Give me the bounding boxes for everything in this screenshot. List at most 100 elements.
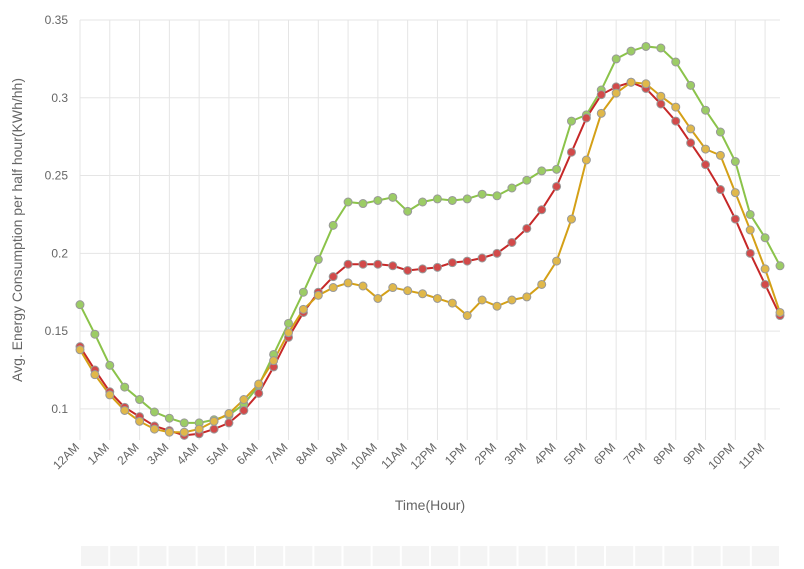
- series-marker-green: [776, 262, 784, 270]
- series-marker-yellow: [255, 380, 263, 388]
- series-marker-green: [627, 47, 635, 55]
- series-marker-green: [612, 55, 620, 63]
- series-marker-yellow: [374, 294, 382, 302]
- series-marker-red: [567, 148, 575, 156]
- series-marker-red: [582, 114, 590, 122]
- series-marker-yellow: [538, 280, 546, 288]
- series-marker-yellow: [642, 80, 650, 88]
- series-marker-yellow: [91, 371, 99, 379]
- series-marker-yellow: [180, 428, 188, 436]
- series-marker-red: [716, 186, 724, 194]
- series-marker-green: [716, 128, 724, 136]
- series-marker-green: [76, 301, 84, 309]
- series-marker-green: [702, 106, 710, 114]
- series-marker-green: [121, 383, 129, 391]
- series-marker-yellow: [687, 125, 695, 133]
- series-marker-yellow: [672, 103, 680, 111]
- series-marker-green: [478, 190, 486, 198]
- series-marker-red: [597, 91, 605, 99]
- series-marker-green: [404, 207, 412, 215]
- series-marker-red: [359, 260, 367, 268]
- series-marker-green: [657, 44, 665, 52]
- series-marker-red: [240, 406, 248, 414]
- series-marker-green: [523, 176, 531, 184]
- series-marker-yellow: [270, 357, 278, 365]
- series-marker-red: [553, 182, 561, 190]
- series-marker-red: [463, 257, 471, 265]
- series-marker-red: [404, 266, 412, 274]
- series-marker-yellow: [657, 92, 665, 100]
- series-marker-green: [746, 210, 754, 218]
- series-marker-yellow: [582, 156, 590, 164]
- series-marker-green: [508, 184, 516, 192]
- energy-chart: 0.10.150.20.250.30.3512AM1AM2AM3AM4AM5AM…: [0, 0, 804, 569]
- series-marker-yellow: [776, 308, 784, 316]
- series-marker-green: [285, 319, 293, 327]
- series-marker-yellow: [285, 329, 293, 337]
- y-tick-label: 0.1: [51, 402, 68, 416]
- series-marker-green: [672, 58, 680, 66]
- series-marker-red: [508, 238, 516, 246]
- series-marker-yellow: [627, 78, 635, 86]
- series-marker-yellow: [716, 151, 724, 159]
- y-axis-label: Avg. Energy Consumption per half hour(KW…: [9, 78, 25, 382]
- series-marker-red: [344, 260, 352, 268]
- series-marker-red: [329, 273, 337, 281]
- series-marker-green: [314, 256, 322, 264]
- series-marker-green: [389, 193, 397, 201]
- series-marker-red: [746, 249, 754, 257]
- series-marker-yellow: [240, 396, 248, 404]
- series-marker-green: [731, 158, 739, 166]
- series-marker-red: [493, 249, 501, 257]
- series-marker-green: [374, 196, 382, 204]
- series-marker-yellow: [225, 410, 233, 418]
- y-tick-label: 0.2: [51, 246, 68, 260]
- series-marker-yellow: [567, 215, 575, 223]
- series-marker-yellow: [150, 425, 158, 433]
- x-axis-label: Time(Hour): [395, 497, 465, 513]
- series-marker-green: [433, 195, 441, 203]
- series-marker-red: [448, 259, 456, 267]
- series-marker-yellow: [463, 312, 471, 320]
- series-marker-green: [642, 42, 650, 50]
- series-marker-green: [359, 200, 367, 208]
- series-marker-green: [136, 396, 144, 404]
- series-marker-red: [657, 100, 665, 108]
- series-marker-yellow: [746, 226, 754, 234]
- series-marker-yellow: [404, 287, 412, 295]
- series-marker-green: [567, 117, 575, 125]
- series-marker-green: [493, 192, 501, 200]
- series-marker-green: [180, 419, 188, 427]
- series-marker-red: [210, 425, 218, 433]
- series-marker-red: [672, 117, 680, 125]
- series-marker-yellow: [314, 291, 322, 299]
- series-marker-green: [538, 167, 546, 175]
- series-marker-green: [165, 414, 173, 422]
- y-tick-label: 0.3: [51, 91, 68, 105]
- series-marker-green: [761, 234, 769, 242]
- series-marker-yellow: [299, 305, 307, 313]
- series-marker-yellow: [478, 296, 486, 304]
- series-marker-red: [225, 419, 233, 427]
- series-marker-yellow: [612, 89, 620, 97]
- series-marker-yellow: [121, 406, 129, 414]
- series-marker-red: [731, 215, 739, 223]
- series-marker-yellow: [493, 302, 501, 310]
- series-marker-yellow: [329, 284, 337, 292]
- series-marker-yellow: [761, 265, 769, 273]
- series-marker-red: [255, 389, 263, 397]
- series-marker-green: [344, 198, 352, 206]
- series-marker-green: [463, 195, 471, 203]
- series-marker-green: [299, 288, 307, 296]
- series-marker-yellow: [433, 294, 441, 302]
- series-marker-red: [702, 161, 710, 169]
- series-marker-red: [374, 260, 382, 268]
- series-marker-green: [329, 221, 337, 229]
- chart-svg: 0.10.150.20.250.30.3512AM1AM2AM3AM4AM5AM…: [0, 0, 804, 569]
- series-marker-green: [448, 196, 456, 204]
- series-marker-yellow: [702, 145, 710, 153]
- series-marker-yellow: [523, 293, 531, 301]
- series-marker-red: [761, 280, 769, 288]
- y-tick-label: 0.15: [45, 324, 69, 338]
- series-marker-yellow: [165, 428, 173, 436]
